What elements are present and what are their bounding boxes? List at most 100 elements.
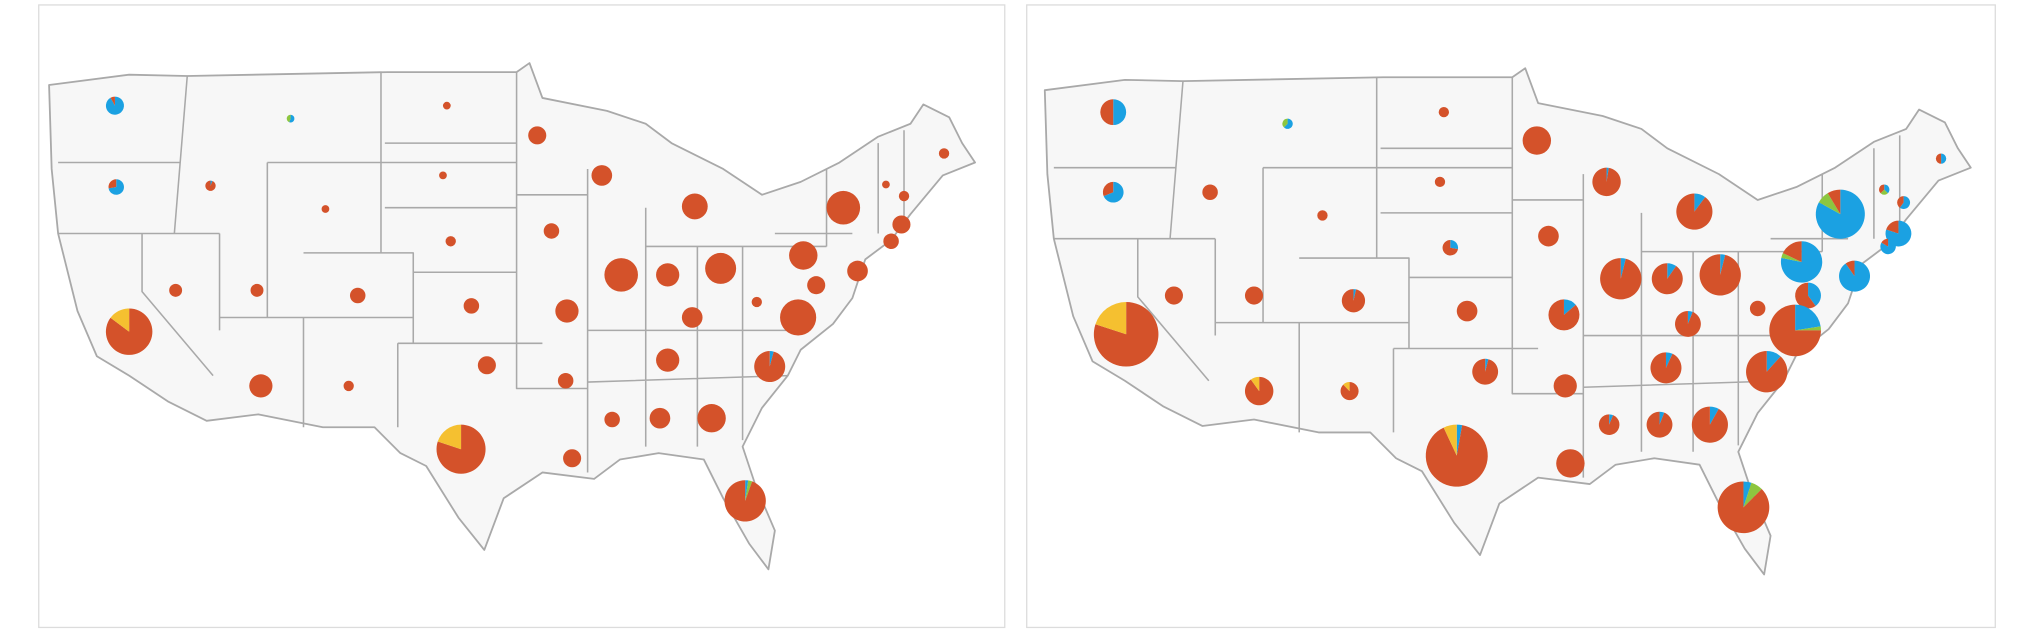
pie-slice	[1691, 406, 1728, 443]
pie-slice	[1650, 352, 1682, 384]
pie-slice	[321, 205, 330, 213]
pie-slice	[289, 114, 295, 123]
pie-slice	[1881, 238, 1889, 247]
pie-slice	[1839, 260, 1871, 292]
pie-slice	[110, 308, 130, 332]
pie-slice	[210, 180, 213, 186]
pie-slice	[1244, 286, 1264, 305]
pie-slice	[563, 449, 582, 468]
pie-slice	[780, 299, 817, 336]
pie-slice	[1781, 253, 1802, 262]
pie-slice	[1884, 184, 1890, 194]
pie-slice	[1795, 326, 1821, 331]
pie-slice	[445, 236, 456, 247]
pie-slice	[1795, 304, 1821, 331]
pie-slice	[1720, 254, 1726, 275]
pie-slice	[1709, 406, 1719, 425]
pie-slice	[938, 148, 950, 159]
pie-slice	[105, 308, 153, 355]
pie-slice	[1443, 424, 1457, 456]
pie-slice	[1665, 352, 1673, 368]
pie-slice	[1769, 304, 1821, 357]
pie-slice	[649, 407, 671, 429]
pie-slice	[1244, 376, 1274, 406]
pie-slice	[1743, 481, 1752, 508]
pie-slice	[1450, 239, 1459, 250]
pie-slice	[1095, 301, 1127, 335]
pie-slice	[754, 351, 786, 383]
pie-slice	[1341, 289, 1366, 313]
pie-slice	[1434, 176, 1446, 188]
pie-slice	[745, 480, 749, 501]
pie-slice	[604, 258, 638, 292]
pie-slice	[169, 283, 183, 297]
pie-slice	[1425, 425, 1488, 487]
pie-slice	[697, 404, 726, 433]
pie-slice	[1563, 299, 1576, 315]
pie-slice	[1646, 411, 1673, 438]
pie-slice	[724, 480, 766, 522]
pie-slice	[108, 179, 117, 189]
pie-slice	[1522, 126, 1552, 155]
pie-slice	[1687, 311, 1693, 324]
pie-slice	[1609, 414, 1614, 425]
pie-slice	[656, 348, 680, 372]
pie-slice	[1659, 411, 1665, 425]
pie-slice	[1538, 225, 1559, 247]
pie-slice	[1472, 358, 1499, 385]
pie-slice	[1548, 299, 1580, 331]
pie-slice	[1699, 254, 1741, 296]
pie-slice	[1651, 263, 1683, 295]
pie-slice	[108, 179, 124, 195]
pie-slice	[1815, 189, 1865, 239]
pie-slice	[1282, 118, 1288, 128]
pie-slice	[1675, 311, 1701, 337]
pie-slice	[349, 287, 366, 304]
pie-slice	[463, 298, 480, 314]
pie-slice	[1556, 449, 1585, 478]
pie-slice	[882, 180, 890, 189]
pie-slice	[656, 263, 680, 287]
pie-slice	[477, 356, 496, 375]
pie-slice	[1795, 282, 1816, 309]
pie-slice	[807, 276, 826, 295]
pie-slice	[591, 165, 613, 186]
pie-slice	[1766, 351, 1781, 372]
pie-slice	[1600, 258, 1642, 300]
pie-slice	[1606, 167, 1609, 182]
pie-slice	[249, 374, 273, 398]
pie-slice	[826, 190, 861, 225]
pie-slice	[1202, 184, 1218, 200]
pie-slice	[1283, 118, 1293, 129]
pie-slice	[437, 424, 462, 450]
pie-slice	[1780, 241, 1823, 283]
pie-slice	[1899, 196, 1911, 209]
pie-slice	[1886, 220, 1899, 234]
pie-slice	[751, 296, 762, 308]
pie-slice	[1827, 189, 1841, 215]
pie-slice	[1100, 99, 1114, 126]
pie-slice	[1749, 300, 1766, 317]
pie-slice	[1880, 189, 1888, 195]
pie-slice	[1340, 382, 1359, 401]
pie-slice	[1442, 239, 1458, 256]
pie-slice	[1746, 351, 1788, 393]
pie-slice	[789, 241, 818, 270]
pie-slice	[1880, 238, 1896, 255]
pie-slice	[1782, 241, 1802, 262]
pie-slice	[1808, 282, 1821, 306]
pie-slice	[1592, 167, 1621, 197]
pie-slice	[892, 215, 911, 234]
pie-slice	[1694, 193, 1706, 212]
pie-slice	[250, 283, 264, 297]
pie-slice	[1717, 481, 1770, 534]
pie-slice	[528, 126, 547, 145]
pie-slice	[604, 411, 620, 428]
pie-slice	[1093, 301, 1159, 367]
pie-slice	[343, 380, 354, 392]
pie-slice	[1317, 210, 1328, 221]
pie-slice	[1438, 106, 1450, 118]
pie-slice	[1456, 300, 1478, 322]
pie-slice	[1113, 99, 1127, 126]
